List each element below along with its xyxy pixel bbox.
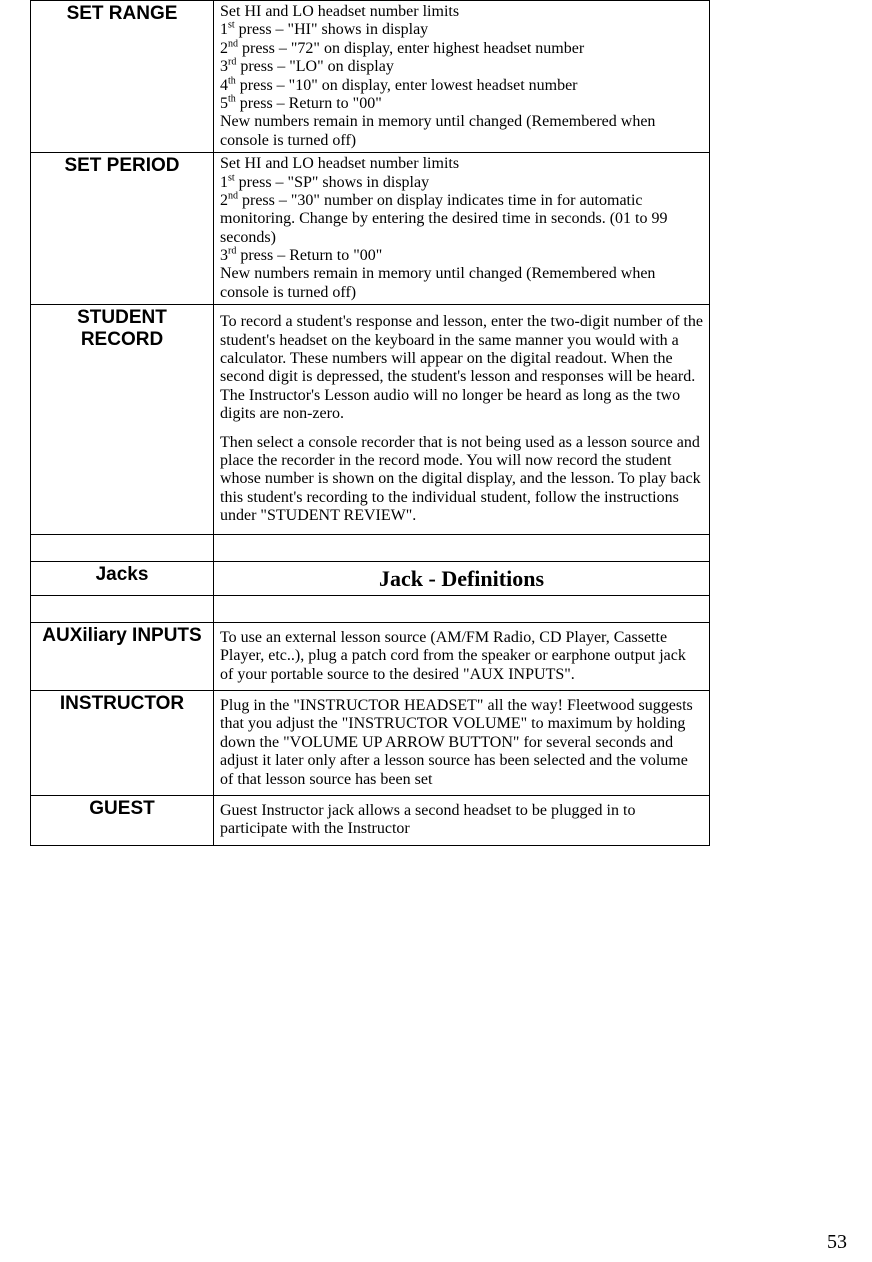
row-desc-student-record: To record a student's response and lesso…: [214, 305, 710, 534]
table-row: GUEST Guest Instructor jack allows a sec…: [31, 795, 710, 845]
spacer-row: [31, 595, 710, 622]
row-label-set-range: SET RANGE: [31, 1, 214, 153]
line: 2nd press – "30" number on display indic…: [220, 192, 703, 247]
line: 5th press – Return to "00": [220, 95, 703, 113]
line: 1st press – "SP" shows in display: [220, 174, 703, 192]
empty-cell: [31, 534, 214, 561]
line: Set HI and LO headset number limits: [220, 3, 703, 21]
table-row: SET RANGE Set HI and LO headset number l…: [31, 1, 710, 153]
row-label-jacks: Jacks: [31, 561, 214, 595]
row-label-set-period: SET PERIOD: [31, 153, 214, 305]
definitions-table: SET RANGE Set HI and LO headset number l…: [30, 0, 710, 846]
row-label-instructor: INSTRUCTOR: [31, 691, 214, 796]
row-label-guest: GUEST: [31, 795, 214, 845]
row-desc-guest: Guest Instructor jack allows a second he…: [214, 795, 710, 845]
table-row-header: Jacks Jack - Definitions: [31, 561, 710, 595]
row-label-aux-inputs: AUXiliary INPUTS: [31, 622, 214, 690]
paragraph: Then select a console recorder that is n…: [220, 434, 703, 526]
paragraph: To record a student's response and lesso…: [220, 313, 703, 423]
row-desc-aux-inputs: To use an external lesson source (AM/FM …: [214, 622, 710, 690]
empty-cell: [31, 595, 214, 622]
table-row: INSTRUCTOR Plug in the "INSTRUCTOR HEADS…: [31, 691, 710, 796]
table-row: SET PERIOD Set HI and LO headset number …: [31, 153, 710, 305]
line: New numbers remain in memory until chang…: [220, 265, 703, 302]
document-page: SET RANGE Set HI and LO headset number l…: [0, 0, 872, 1262]
page-number: 53: [827, 1231, 847, 1254]
line: 1st press – "HI" shows in display: [220, 21, 703, 39]
row-title-jacks: Jack - Definitions: [214, 561, 710, 595]
line: 3rd press – Return to "00": [220, 247, 703, 265]
table-row: STUDENT RECORD To record a student's res…: [31, 305, 710, 534]
line: Set HI and LO headset number limits: [220, 155, 703, 173]
row-desc-set-range: Set HI and LO headset number limits 1st …: [214, 1, 710, 153]
line: 2nd press – "72" on display, enter highe…: [220, 40, 703, 58]
row-label-student-record: STUDENT RECORD: [31, 305, 214, 534]
row-desc-set-period: Set HI and LO headset number limits 1st …: [214, 153, 710, 305]
empty-cell: [214, 534, 710, 561]
table-row: AUXiliary INPUTS To use an external less…: [31, 622, 710, 690]
empty-cell: [214, 595, 710, 622]
row-desc-instructor: Plug in the "INSTRUCTOR HEADSET" all the…: [214, 691, 710, 796]
line: New numbers remain in memory until chang…: [220, 113, 703, 150]
line: 4th press – "10" on display, enter lowes…: [220, 77, 703, 95]
line: 3rd press – "LO" on display: [220, 58, 703, 76]
spacer-row: [31, 534, 710, 561]
